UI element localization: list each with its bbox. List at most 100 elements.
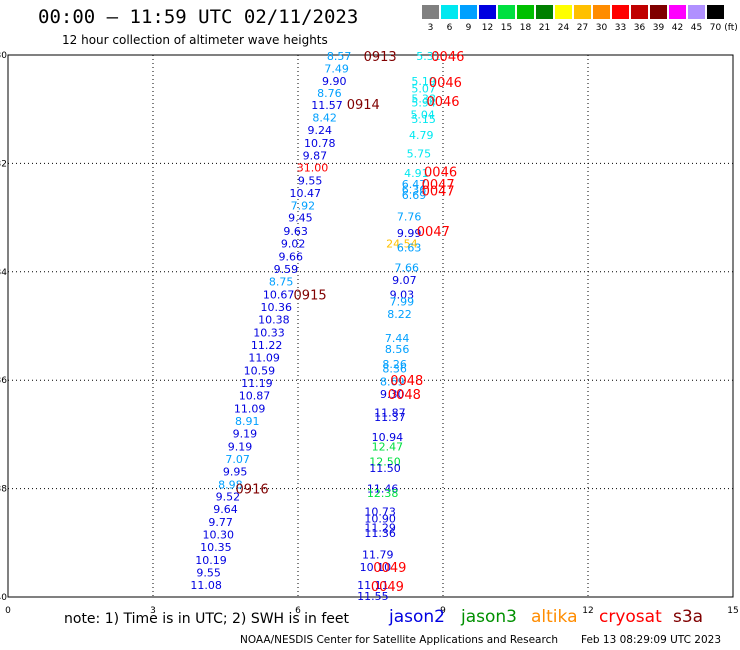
y-tick-label: -40 bbox=[0, 593, 7, 603]
wave-height-value: 9.55 bbox=[196, 567, 221, 580]
wave-height-value: 7.76 bbox=[397, 211, 422, 224]
legend-swatch bbox=[460, 5, 477, 19]
x-tick-label: 0 bbox=[5, 606, 11, 616]
wave-height-value: 9.19 bbox=[233, 427, 258, 440]
wave-height-value: 11.57 bbox=[311, 99, 343, 112]
wave-height-value: 10.78 bbox=[304, 137, 336, 150]
legend-swatch bbox=[650, 5, 667, 19]
wave-height-value: 7.07 bbox=[225, 453, 250, 466]
pass-time-label: 0913 bbox=[364, 50, 397, 65]
wave-height-value: 7.44 bbox=[385, 332, 410, 345]
legend-swatch bbox=[593, 5, 610, 19]
legend-label: 18 bbox=[519, 23, 532, 33]
wave-height-value: 9.99 bbox=[397, 227, 422, 240]
wave-height-value: 11.36 bbox=[364, 527, 396, 540]
y-tick-label: -34 bbox=[0, 268, 7, 278]
wave-height-value: 8.98 bbox=[218, 478, 243, 491]
wave-height-value: 8.42 bbox=[312, 111, 337, 124]
pass-time-label: 0046 bbox=[424, 166, 457, 181]
wave-height-value: 10.19 bbox=[195, 554, 227, 567]
wave-height-value: 10.38 bbox=[258, 313, 290, 326]
satellite-altika: altika bbox=[531, 607, 578, 627]
wave-height-value: 9.87 bbox=[303, 149, 328, 162]
y-tick-label: -38 bbox=[0, 485, 7, 495]
wave-height-value: 11.79 bbox=[362, 549, 394, 562]
wave-height-value: 10.90 bbox=[364, 512, 396, 525]
wave-height-value: 6.69 bbox=[402, 189, 427, 202]
wave-height-value: 4.91 bbox=[404, 167, 429, 180]
legend-label: 45 bbox=[690, 23, 703, 33]
wave-height-value: 12.38 bbox=[367, 487, 399, 500]
wave-height-value: 9.66 bbox=[279, 251, 304, 264]
wave-height-value: 9.63 bbox=[283, 225, 308, 238]
wave-height-value: 9.19 bbox=[228, 440, 253, 453]
wave-height-value: 10.36 bbox=[261, 301, 293, 314]
legend-swatch bbox=[688, 5, 705, 19]
y-tick-label: -30 bbox=[0, 51, 7, 61]
pass-time-label: 0048 bbox=[390, 374, 423, 389]
wave-height-value: 8.91 bbox=[235, 415, 260, 428]
satellite-s3a: s3a bbox=[673, 607, 704, 627]
wave-height-value: 9.24 bbox=[308, 124, 333, 137]
pass-time-label: 0046 bbox=[429, 76, 462, 91]
wave-height-value: 5.38 bbox=[411, 92, 436, 105]
legend-swatch bbox=[536, 5, 553, 19]
wave-height-value: 11.87 bbox=[374, 407, 406, 420]
wave-height-value: 10.47 bbox=[290, 187, 322, 200]
wave-height-value: 9.95 bbox=[223, 465, 248, 478]
wave-height-value: 11.46 bbox=[367, 483, 399, 496]
wave-height-value: 7.66 bbox=[395, 261, 420, 274]
x-tick-label: 12 bbox=[582, 606, 593, 616]
footer-timestamp: Feb 13 08:29:09 UTC 2023 bbox=[581, 634, 721, 646]
wave-height-value: 11.09 bbox=[234, 402, 266, 415]
pass-time-label: 0047 bbox=[422, 185, 455, 200]
wave-height-value: 8.56 bbox=[385, 343, 410, 356]
wave-height-value: 6.63 bbox=[397, 241, 422, 254]
wave-height-value: 5.15 bbox=[411, 113, 436, 126]
wave-height-value: 11.55 bbox=[357, 590, 389, 603]
wave-height-value: 10.10 bbox=[360, 561, 392, 574]
legend-swatch bbox=[574, 5, 591, 19]
wave-height-value: 11.37 bbox=[374, 411, 406, 424]
x-tick-label: 9 bbox=[440, 606, 446, 616]
wave-height-value: 12.50 bbox=[369, 456, 401, 469]
wave-height-value: 5.07 bbox=[411, 83, 436, 96]
wave-height-value: 5.94 bbox=[411, 97, 436, 110]
satellite-jason2: jason2 bbox=[389, 607, 445, 627]
legend-label: 24 bbox=[557, 23, 570, 33]
legend-label: 6 bbox=[446, 23, 453, 33]
legend-swatch bbox=[669, 5, 686, 19]
wave-height-value: 9.52 bbox=[216, 491, 241, 504]
wave-height-value: 9.45 bbox=[288, 212, 313, 225]
wave-height-value: 5.19 bbox=[411, 75, 436, 88]
footer-credit: NOAA/NESDIS Center for Satellite Applica… bbox=[240, 634, 558, 646]
pass-time-label: 0049 bbox=[373, 561, 406, 576]
wave-height-value: 10.87 bbox=[239, 389, 271, 402]
legend-label: 39 bbox=[652, 23, 665, 33]
legend-swatch bbox=[422, 5, 439, 19]
legend-label: 21 bbox=[538, 23, 551, 33]
wave-height-value: 9.55 bbox=[298, 175, 323, 188]
wave-height-value: 9.07 bbox=[392, 274, 417, 287]
legend-label: 33 bbox=[614, 23, 627, 33]
wave-height-value: 9.30 bbox=[380, 388, 405, 401]
wave-height-value: 6.36 bbox=[402, 183, 427, 196]
legend-swatch bbox=[631, 5, 648, 19]
wave-height-value: 8.76 bbox=[317, 87, 342, 100]
pass-time-label: 0916 bbox=[236, 483, 269, 498]
y-tick-label: -32 bbox=[0, 159, 7, 169]
wave-height-value: 10.30 bbox=[203, 529, 235, 542]
wave-height-value: 9.59 bbox=[274, 263, 299, 276]
legend-label: 9 bbox=[465, 23, 472, 33]
satellite-cryosat: cryosat bbox=[599, 607, 662, 627]
wave-height-value: 4.79 bbox=[409, 129, 434, 142]
pass-time-label: 0047 bbox=[422, 178, 455, 193]
legend-label: 12 bbox=[481, 23, 494, 33]
wave-height-value: 31.00 bbox=[297, 162, 329, 175]
wave-height-value: 8.75 bbox=[269, 276, 294, 289]
chart-note: note: 1) Time is in UTC; 2) SWH is in fe… bbox=[64, 611, 350, 627]
legend-unit-label: (ft) bbox=[724, 23, 738, 33]
wave-height-value: 5.04 bbox=[410, 109, 435, 122]
wave-height-value: 9.02 bbox=[281, 238, 306, 251]
